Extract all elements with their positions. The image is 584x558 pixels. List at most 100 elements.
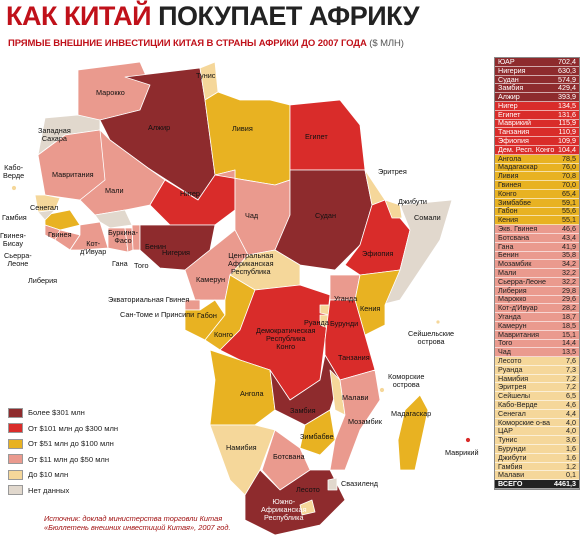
table-value: 131,6 <box>558 109 576 119</box>
table-value: 32,2 <box>562 268 576 278</box>
africa-map <box>11 61 471 536</box>
country-burkina-faso[interactable] <box>94 209 133 229</box>
label-rwanda: Руанда <box>304 318 329 327</box>
table-row: Зимбабве 59,1 <box>495 197 579 208</box>
label-kenya: Кения <box>360 304 381 313</box>
table-value: 630,3 <box>558 65 576 75</box>
table-country: Замбия <box>498 83 524 93</box>
label-namibia: Намибия <box>226 443 257 452</box>
table-country: Мозамбик <box>498 259 532 269</box>
table-value: 28,2 <box>562 303 576 313</box>
table-row: Того 14,4 <box>495 338 579 349</box>
table-value: 76,0 <box>562 162 576 172</box>
label-ghana: Гана <box>112 259 128 268</box>
country-zimbabwe[interactable] <box>299 409 336 456</box>
table-value: 35,8 <box>562 250 576 260</box>
table-value: 13,5 <box>562 347 576 357</box>
table-country: Гана <box>498 241 514 251</box>
legend-item: До $10 млн <box>8 467 118 483</box>
country-angola[interactable] <box>209 349 276 426</box>
legend-item: От $51 млн до $100 млн <box>8 436 118 452</box>
table-value: 7,3 <box>566 364 576 374</box>
country-madagascar[interactable] <box>397 394 429 471</box>
country-libya[interactable] <box>204 91 291 186</box>
table-country: Сенегал <box>498 408 526 418</box>
table-row: Коморские о-ва 4,0 <box>495 417 579 428</box>
table-country: Мавритания <box>498 329 539 339</box>
label-guinea-bissau: Гвинея- Бисау <box>0 231 26 248</box>
table-value: 70,0 <box>562 180 576 190</box>
table-value: 4,4 <box>566 408 576 418</box>
label-cameroon: Камерун <box>196 275 226 284</box>
table-row: Бенин 35,8 <box>495 250 579 261</box>
country-mauritius[interactable] <box>465 437 471 443</box>
table-row: Ангола 78,5 <box>495 154 579 164</box>
legend-swatch <box>8 423 23 434</box>
source-note: Источник: доклад министерства торговли К… <box>44 514 231 532</box>
table-country: Сьерра-Леоне <box>498 276 546 286</box>
label-angola: Ангола <box>240 389 264 398</box>
label-malawi: Малави <box>342 393 369 402</box>
legend-swatch <box>8 438 23 449</box>
table-row: Кабо-Верде 4,6 <box>495 400 579 410</box>
table-value: 574,9 <box>558 74 576 84</box>
legend-item: Более $301 млн <box>8 405 118 421</box>
table-value: 109,9 <box>558 136 576 146</box>
table-country: Мадагаскар <box>498 162 538 172</box>
table-row: ЮАР 702,4 <box>495 56 579 67</box>
country-seychelles[interactable] <box>435 319 441 325</box>
table-country: Тунис <box>498 435 518 445</box>
table-row: Судан 574,9 <box>495 74 579 85</box>
table-value: 1,6 <box>566 452 576 462</box>
country-cape-verde[interactable] <box>11 185 17 191</box>
table-total-row: ВСЕГО 4461,3 <box>495 480 579 490</box>
legend: Более $301 млн От $101 млн до $300 млн О… <box>8 405 118 498</box>
country-djibouti[interactable] <box>384 199 403 219</box>
country-comoros[interactable] <box>379 387 385 393</box>
table-row: Бурунди 1,6 <box>495 444 579 454</box>
legend-item: Нет данных <box>8 483 118 499</box>
label-tunisia: Тунис <box>196 71 216 80</box>
table-row: Намибия 7,2 <box>495 374 579 384</box>
country-guinea[interactable] <box>44 209 81 231</box>
table-country: ЦАР <box>498 426 513 436</box>
table-row: Алжир 393,9 <box>495 93 579 102</box>
table-row: ЦАР 4,0 <box>495 426 579 437</box>
table-value: 110,9 <box>558 127 576 137</box>
label-botswana: Ботсвана <box>273 452 305 461</box>
country-lesotho[interactable] <box>299 499 316 516</box>
table-country: Алжир <box>498 92 520 102</box>
country-senegal[interactable] <box>34 194 61 213</box>
table-country: Коморские о-ва <box>498 417 550 427</box>
country-mali[interactable] <box>79 129 166 216</box>
table-row: Сьерра-Леоне 32,2 <box>495 276 579 287</box>
table-row: Нигер 134,5 <box>495 101 579 111</box>
label-madagascar: Мадагаскар <box>391 409 432 418</box>
page-title: КАК КИТАЙ ПОКУПАЕТ АФРИКУ <box>6 1 420 31</box>
table-country: Судан <box>498 74 519 84</box>
table-row: Египет 131,6 <box>495 109 579 120</box>
label-gambia: Гамбия <box>2 213 27 222</box>
table-country: Эфиопия <box>498 136 529 146</box>
label-niger: Нигер <box>180 189 200 198</box>
table-value: 14,4 <box>562 338 576 348</box>
legend-swatch <box>8 469 23 480</box>
label-egypt: Египет <box>305 132 328 141</box>
table-value: 393,9 <box>558 92 576 102</box>
table-row: Малави 0,1 <box>495 471 579 481</box>
table-country: ЮАР <box>498 56 515 66</box>
country-swaziland[interactable] <box>327 477 338 491</box>
country-mozambique[interactable] <box>329 369 381 471</box>
label-sao-tome: Сан-Томе и Принсипи <box>120 310 195 319</box>
label-togo: Того <box>134 261 149 270</box>
table-row: Нигерия 630,3 <box>495 65 579 76</box>
table-value: 59,1 <box>562 197 576 207</box>
table-value: 104,4 <box>558 144 576 154</box>
table-value: 7,6 <box>566 356 576 365</box>
table-row: Сейшелы 6,5 <box>495 392 579 402</box>
country-guinea-bissau[interactable] <box>37 209 56 221</box>
label-burundi: Бурунди <box>330 319 359 328</box>
country-south-africa[interactable] <box>244 469 346 536</box>
country-egypt[interactable] <box>289 99 366 171</box>
label-senegal: Сенегал <box>30 203 59 212</box>
